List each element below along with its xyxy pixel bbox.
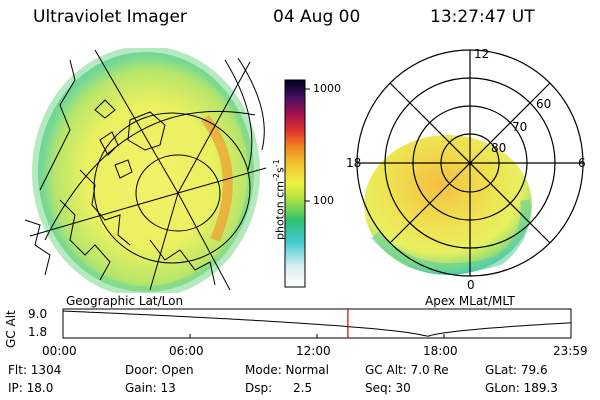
colorbar-label-1000: 1000 xyxy=(313,82,341,95)
polar-emission-rim xyxy=(371,199,531,274)
geo-latitude: GLat: 79.6 xyxy=(485,363,548,377)
observation-time: 13:27:47 UT xyxy=(430,7,535,27)
coastline-north-america xyxy=(39,59,131,281)
geo-longitude: GLon: 189.3 xyxy=(485,381,558,395)
mlat-label-60: 60 xyxy=(536,97,552,111)
mode-value: Mode: Normal xyxy=(245,363,329,377)
meridian-line-4 xyxy=(177,192,231,291)
mlt-label-12: 12 xyxy=(474,47,490,61)
sequence-number: Seq: 30 xyxy=(365,381,411,395)
left-panel-caption: Geographic Lat/Lon xyxy=(66,294,184,308)
coastline-alaska xyxy=(24,219,51,276)
instrument-title: Ultraviolet Imager xyxy=(33,7,187,27)
polar-diagonal-2 xyxy=(389,82,551,244)
meridian-line-1 xyxy=(94,49,179,194)
x-label-18: 18:00 xyxy=(423,344,458,358)
grid-arc-right-2 xyxy=(237,57,265,151)
meridian-line-6 xyxy=(177,61,251,194)
altitude-y-top: 9.0 xyxy=(28,307,48,321)
outer-emission-band xyxy=(32,48,260,293)
gain-value: Gain: 13 xyxy=(125,381,176,395)
meridian-line-5 xyxy=(149,192,179,291)
mlat-label-80: 80 xyxy=(491,141,507,155)
coastline-greenland xyxy=(127,111,166,151)
meridian-line-3 xyxy=(177,167,267,194)
inner-grid-circle xyxy=(135,154,221,232)
mlat-label-70: 70 xyxy=(512,120,528,134)
mlt-label-6: 6 xyxy=(578,156,586,170)
flight-number: Flt: 1304 xyxy=(8,363,62,377)
grid-arc-right xyxy=(224,59,253,171)
x-label-06: 06:00 xyxy=(169,344,204,358)
observation-date: 04 Aug 00 xyxy=(273,7,361,27)
door-status: Door: Open xyxy=(125,363,194,377)
x-label-12: 12:00 xyxy=(296,344,331,358)
altitude-plot-frame xyxy=(62,308,572,339)
x-label-00: 00:00 xyxy=(42,344,77,358)
gc-altitude: GC Alt: 7.0 Re xyxy=(365,363,449,377)
colorbar-label-100: 100 xyxy=(313,194,334,207)
meridian-line-2 xyxy=(29,192,179,237)
altitude-axis-label: GC Alt xyxy=(4,310,18,348)
right-panel-caption: Apex MLat/MLT xyxy=(425,294,515,308)
dsp-label: Dsp: xyxy=(245,381,273,395)
polar-emission-oval xyxy=(364,135,532,275)
colorbar-gradient xyxy=(284,79,306,288)
ip-value: IP: 18.0 xyxy=(8,381,54,395)
middle-grid-circle xyxy=(93,112,251,264)
mlt-label-18: 18 xyxy=(346,156,362,170)
coastline-arctic-islands xyxy=(94,99,133,179)
mlt-label-0: 0 xyxy=(467,278,475,292)
altitude-y-bottom: 1.8 xyxy=(28,325,48,339)
dsp-value: 2.5 xyxy=(293,381,313,395)
x-label-2359: 23:59 xyxy=(553,344,588,358)
coastline-eurasia xyxy=(149,239,216,286)
altitude-curve xyxy=(62,310,572,337)
